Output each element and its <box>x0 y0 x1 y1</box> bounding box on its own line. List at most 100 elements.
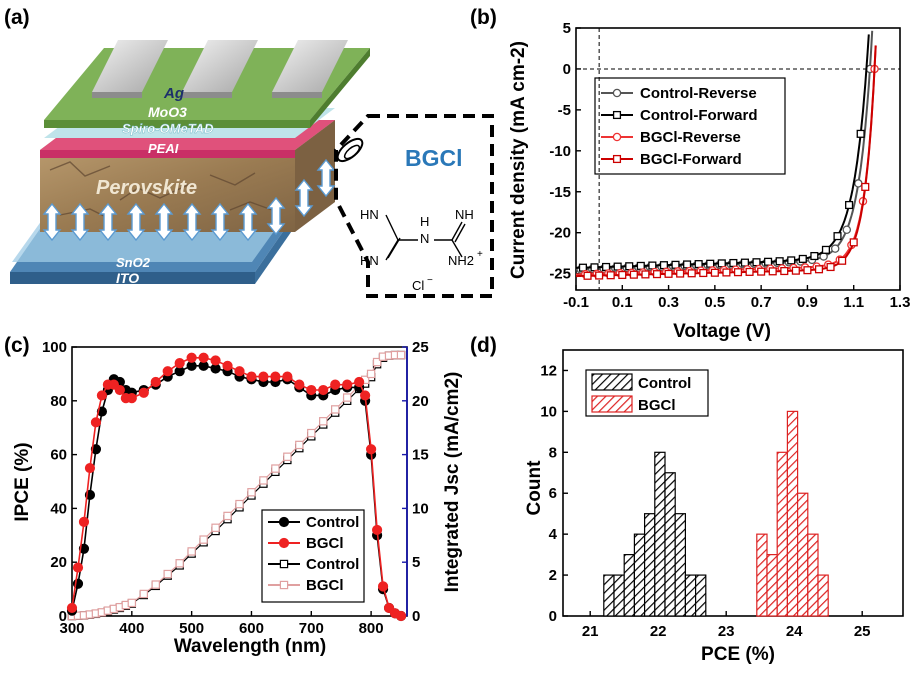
jv-data-point <box>775 257 784 266</box>
svg-text:−: − <box>427 275 433 286</box>
ipce-data-point <box>96 390 108 401</box>
panel-label-c: (c) <box>4 334 30 357</box>
pce-histogram-bar <box>756 533 768 617</box>
jv-data-point <box>856 129 865 138</box>
jsc-ytick-label: 5 <box>412 554 420 571</box>
pce-legend-label: Control <box>638 375 691 392</box>
pce-ytick-label: 2 <box>549 567 557 584</box>
bgcl-molecule: HN HN H N NH NH2 + Cl − <box>360 207 483 293</box>
jv-data-point <box>757 267 766 276</box>
ipce-data-point <box>306 384 317 396</box>
jsc-ytick-label: 15 <box>412 447 429 464</box>
jv-data-point <box>861 182 870 191</box>
jv-ytick-label: -10 <box>549 143 571 160</box>
jv-xlabel: Voltage (V) <box>673 321 771 342</box>
jv-data-point <box>830 244 840 253</box>
ipce-data-point <box>72 562 84 573</box>
ipce-data-point <box>342 393 352 402</box>
ipce-legend-label: Control <box>306 556 359 573</box>
ipce-ytick-label: 80 <box>50 393 67 410</box>
ipce-legend-marker <box>279 559 289 569</box>
ipce-data-point <box>234 366 245 377</box>
pce-histogram-bar <box>684 574 697 617</box>
jv-data-point <box>849 238 858 247</box>
pce-xtick-label: 21 <box>582 623 599 640</box>
ipce-data-point <box>354 376 365 388</box>
ipce-xtick-label: 500 <box>179 620 204 637</box>
ipce-data-point <box>199 535 208 544</box>
pce-xtick-label: 22 <box>650 623 667 640</box>
ipce-legend-label: BGCl <box>306 535 344 552</box>
pce-xlabel: PCE (%) <box>701 644 775 665</box>
jv-data-point <box>652 270 662 279</box>
ipce-legend-marker <box>279 580 289 590</box>
jv-data-point <box>699 268 708 278</box>
pce-ytick-label: 6 <box>549 485 557 502</box>
jv-legend-marker <box>612 110 622 120</box>
bgcl-label: BGCl <box>405 145 463 171</box>
pce-histogram-bar <box>674 513 687 617</box>
jv-data-point <box>694 260 703 269</box>
ipce-xtick-label: 400 <box>119 620 144 637</box>
ipce-data-point <box>84 462 96 474</box>
jv-data-point <box>740 258 749 267</box>
pce-ytick-label: 4 <box>549 526 558 543</box>
ipce-legend-label: Control <box>306 514 359 531</box>
ipce-data-point <box>295 440 304 450</box>
jsc-ytick-label: 0 <box>412 608 420 625</box>
ipce-ylabel: IPCE (%) <box>12 442 33 521</box>
layer-label-ito: ITO <box>116 270 139 286</box>
jv-data-point <box>798 254 807 263</box>
ipce-xlabel: Wavelength (nm) <box>174 636 326 657</box>
ipce-data-point <box>294 379 305 390</box>
ipce-data-point <box>342 379 353 390</box>
svg-text:+: + <box>477 249 483 260</box>
panel-label-a: (a) <box>4 6 30 29</box>
jv-data-point <box>683 260 692 269</box>
ipce-data-point <box>307 428 316 438</box>
jv-legend-label: Control-Forward <box>640 107 758 124</box>
jv-data-point <box>729 258 738 268</box>
jv-ytick-label: 0 <box>563 61 571 78</box>
pce-histogram: Count PCE (%) 21 22 23 24 25024681012Control… <box>524 349 904 665</box>
jsc-ytick-label: 25 <box>412 339 429 356</box>
pce-histogram-bar <box>766 554 778 617</box>
jv-data-point <box>821 245 830 254</box>
jv-ytick-label: -20 <box>549 225 571 242</box>
ipce-data-point <box>372 357 382 367</box>
ipce-ytick-label: 60 <box>50 447 67 464</box>
pce-legend-label: BGCl <box>638 397 676 414</box>
ipce-data-point <box>258 371 269 382</box>
jv-data-point <box>814 265 824 274</box>
jv-legend-marker <box>612 88 622 98</box>
jv-data-point <box>583 271 592 280</box>
ipce-data-point <box>198 352 209 363</box>
ipce-data-point <box>247 488 256 497</box>
pce-frame <box>562 349 904 617</box>
pce-xtick-label: 23 <box>718 623 735 640</box>
pce-histogram-bar <box>786 410 799 617</box>
jv-ytick-label: -25 <box>549 266 571 283</box>
ipce-data-point <box>66 602 78 614</box>
ipce-data-point <box>186 352 197 363</box>
pce-histogram-bar <box>817 574 829 617</box>
pce-histogram-bar <box>643 513 656 617</box>
jv-data-point <box>752 258 761 267</box>
jsc-ytick-label: 10 <box>412 500 429 517</box>
pce-histogram-bar <box>664 472 676 617</box>
svg-text:N: N <box>420 231 429 246</box>
pce-xtick-label: 24 <box>786 623 803 640</box>
jv-ytick-label: 5 <box>563 20 571 37</box>
jv-data-point <box>687 269 696 278</box>
ipce-data-point <box>114 384 125 396</box>
jv-data-point <box>745 267 754 276</box>
svg-text:HN: HN <box>360 207 379 222</box>
layer-label-spiro: Spiro-OMeTAD <box>122 121 214 136</box>
jv-legend-label: BGCl-Forward <box>640 151 742 168</box>
jv-data-point <box>826 262 835 272</box>
jv-xtick-label: 0.5 <box>704 294 725 311</box>
ipce-data-point <box>360 390 371 401</box>
jv-data-point <box>780 266 789 276</box>
jv-xtick-label: 0.1 <box>612 294 633 311</box>
pce-histogram-bar <box>776 451 789 617</box>
